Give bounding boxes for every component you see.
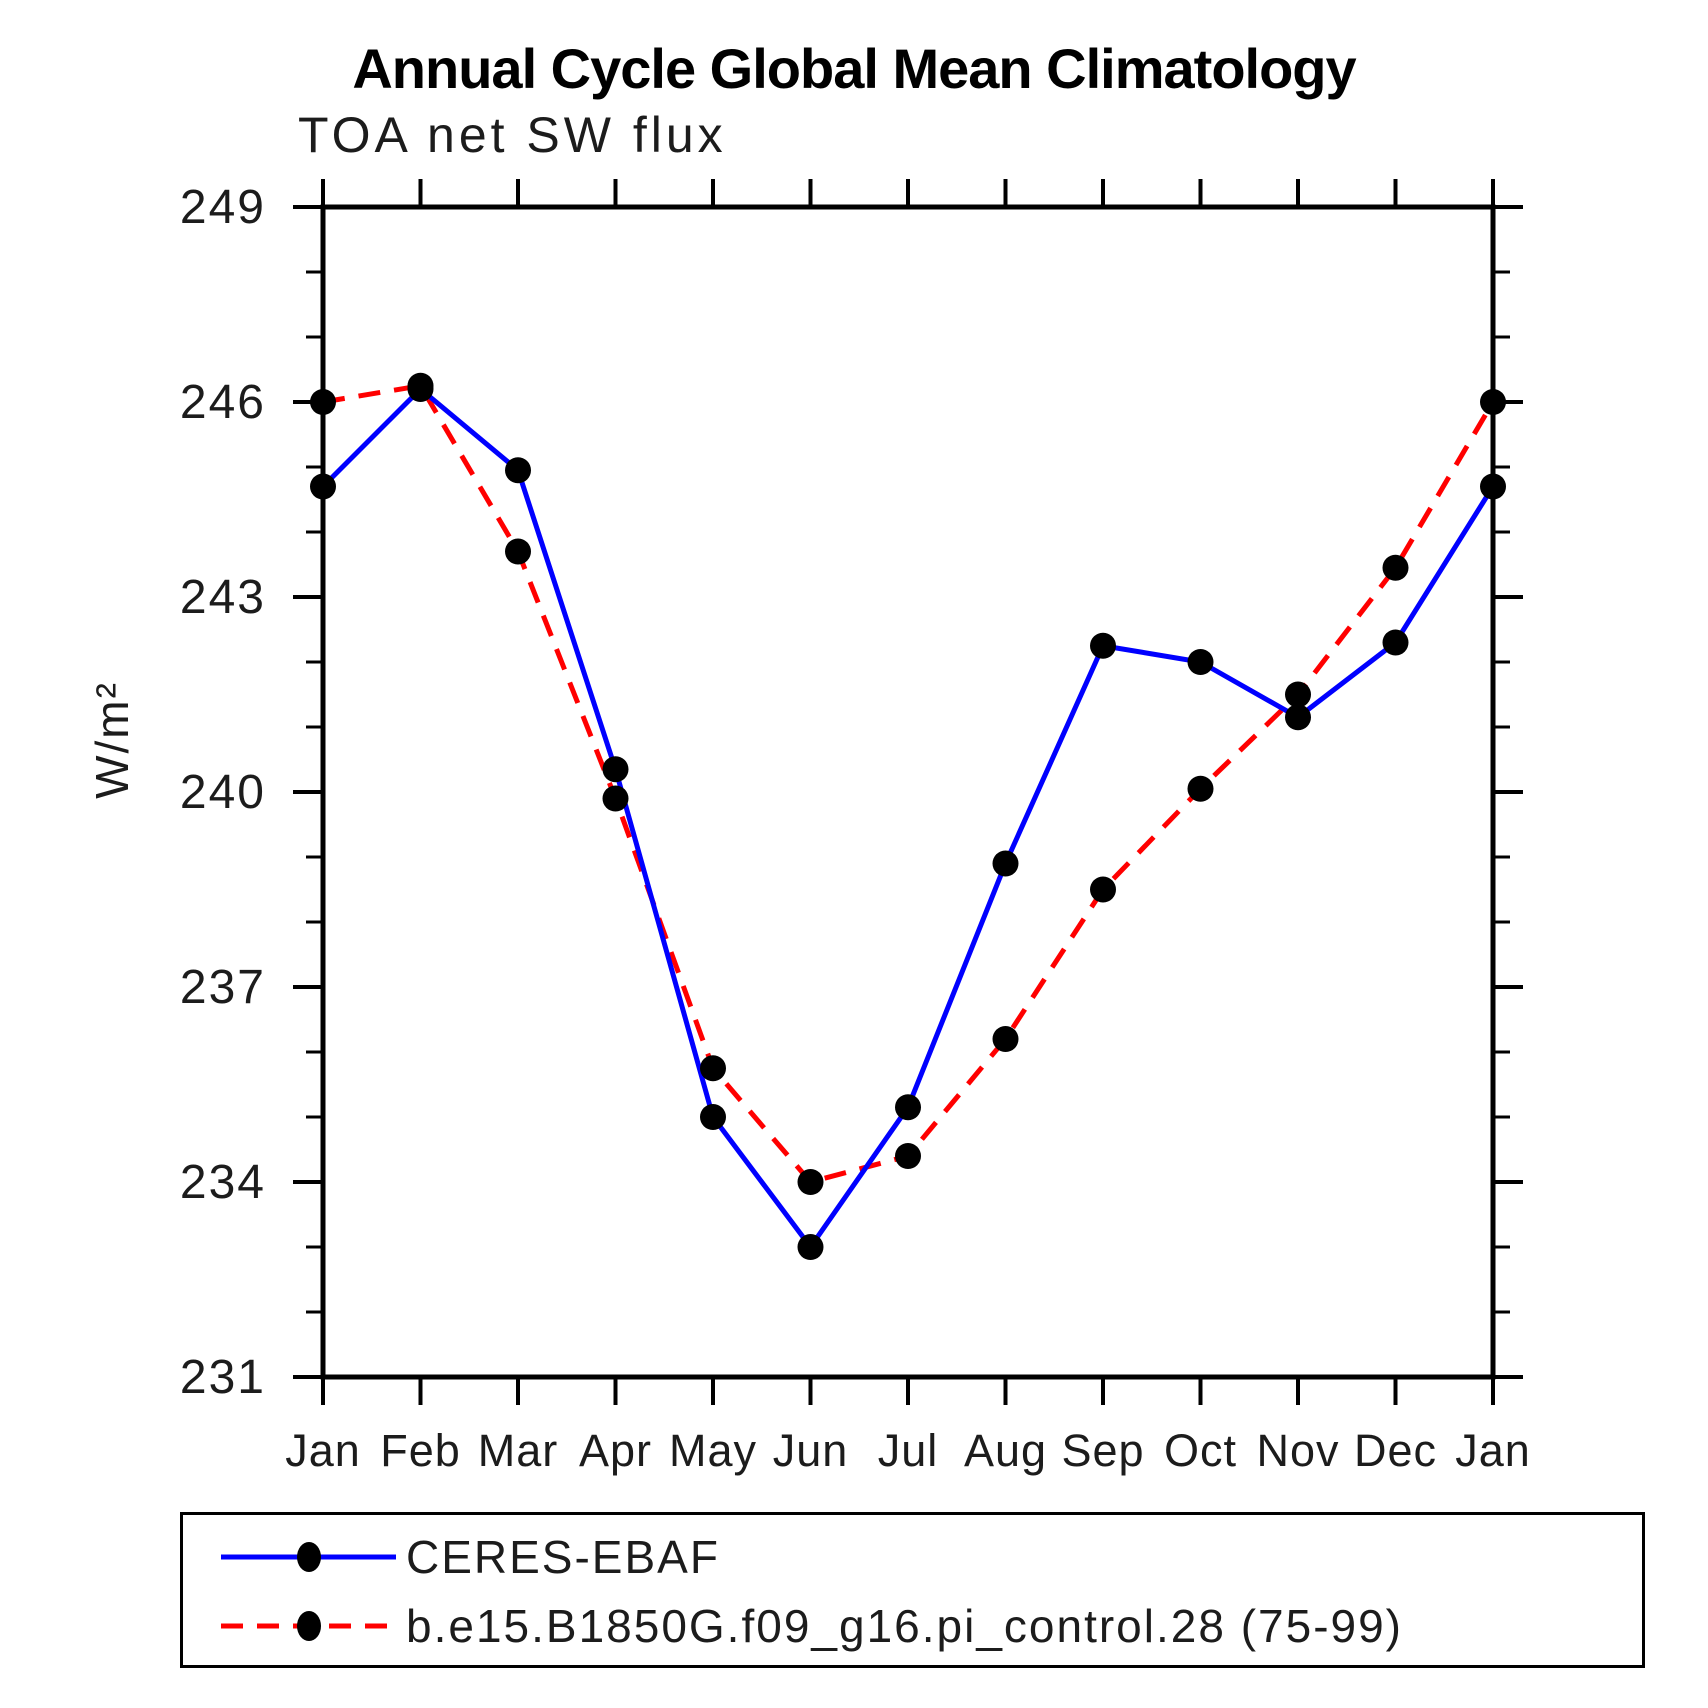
chart-legend: CERES-EBAF b.e15.B1850G.f09_g16.pi_contro…: [180, 1512, 1645, 1668]
y-tick-label: 249: [180, 181, 266, 234]
chart-subtitle: TOA net SW flux: [298, 107, 727, 163]
data-point-dec: [1382, 554, 1409, 581]
legend-entry: b.e15.B1850G.f09_g16.pi_control.28 (75-9…: [221, 1600, 1403, 1652]
x-tick-label: Oct: [1164, 1425, 1237, 1476]
y-tick-label: 237: [180, 961, 266, 1014]
legend-marker-dot: [297, 1542, 321, 1572]
x-tick-label: Jul: [878, 1425, 939, 1476]
plot-frame: [320, 204, 1496, 1380]
data-point-dec: [1382, 629, 1409, 656]
data-point-feb: [407, 372, 434, 399]
data-point-sep: [1090, 632, 1116, 659]
data-point-nov: [1285, 704, 1311, 731]
y-tick-label: 234: [180, 1156, 266, 1209]
data-point-nov: [1285, 681, 1311, 708]
legend-label: CERES-EBAF: [406, 1531, 720, 1583]
x-tick-label: Feb: [380, 1425, 461, 1476]
data-point-jun: [797, 1234, 824, 1260]
data-point-sep: [1090, 876, 1116, 903]
data-point-may: [700, 1055, 726, 1082]
data-point-jun: [797, 1169, 824, 1195]
data-point-jan: [310, 389, 336, 415]
data-point-aug: [992, 1026, 1019, 1052]
data-point-apr: [602, 756, 629, 783]
x-tick-label: Apr: [579, 1425, 652, 1476]
data-point-apr: [602, 785, 629, 812]
data-point-oct: [1187, 649, 1214, 675]
legend-marker-dot: [297, 1611, 321, 1641]
legend-line-sample: [221, 1542, 396, 1572]
x-tick-label: Mar: [478, 1425, 559, 1476]
data-point-jan: [1480, 473, 1506, 500]
y-tick-label: 231: [180, 1351, 266, 1404]
data-point-aug: [992, 850, 1019, 877]
y-tick-label: 246: [180, 376, 266, 429]
x-tick-label: May: [669, 1425, 757, 1476]
x-tick-label: Jan: [285, 1425, 361, 1476]
x-tick-label: Nov: [1256, 1425, 1339, 1476]
x-tick-label: Aug: [964, 1425, 1047, 1476]
y-tick-label: 240: [180, 766, 266, 819]
y-tick-label: 243: [180, 571, 266, 624]
x-tick-label: Sep: [1061, 1425, 1144, 1476]
data-point-mar: [505, 457, 531, 484]
legend-line-sample: [221, 1611, 396, 1641]
legend-entry: CERES-EBAF: [221, 1531, 720, 1583]
data-point-jan: [1480, 389, 1506, 415]
x-tick-label: Dec: [1354, 1425, 1437, 1476]
x-tick-label: Jun: [773, 1425, 849, 1476]
data-point-jul: [895, 1094, 921, 1121]
data-point-jan: [310, 473, 336, 500]
legend-label: b.e15.B1850G.f09_g16.pi_control.28 (75-9…: [406, 1600, 1403, 1652]
data-point-mar: [505, 538, 531, 565]
x-tick-label: Jan: [1455, 1425, 1531, 1476]
data-point-oct: [1187, 775, 1214, 802]
data-point-may: [700, 1104, 726, 1130]
page-title: Annual Cycle Global Mean Climatology: [352, 37, 1356, 100]
series-line-b-e15-b1850g-f09-g16-pi-control-28-75-99-: [322, 383, 1496, 1185]
data-point-jul: [895, 1143, 921, 1169]
